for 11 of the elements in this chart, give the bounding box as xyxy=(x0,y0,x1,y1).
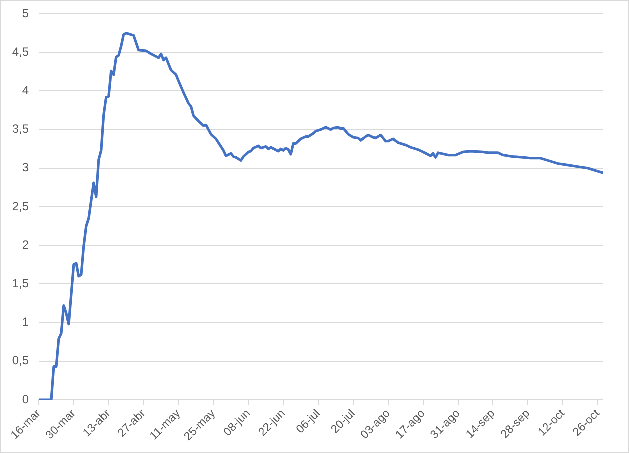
y-tick-label: 5 xyxy=(22,6,30,20)
y-tick-label: 0 xyxy=(22,392,30,406)
y-tick-label: 1 xyxy=(22,315,30,330)
y-tick-label: 4 xyxy=(22,84,30,98)
y-tick-label: 2,5 xyxy=(12,199,30,214)
y-tick-label: 4,5 xyxy=(12,44,30,59)
y-tick-label: 3 xyxy=(22,160,30,175)
y-tick-label: 3,5 xyxy=(12,122,30,136)
y-tick-label: 0,5 xyxy=(12,354,30,368)
y-tick-label: 2 xyxy=(22,238,30,252)
y-tick-label: 1,5 xyxy=(12,276,30,291)
